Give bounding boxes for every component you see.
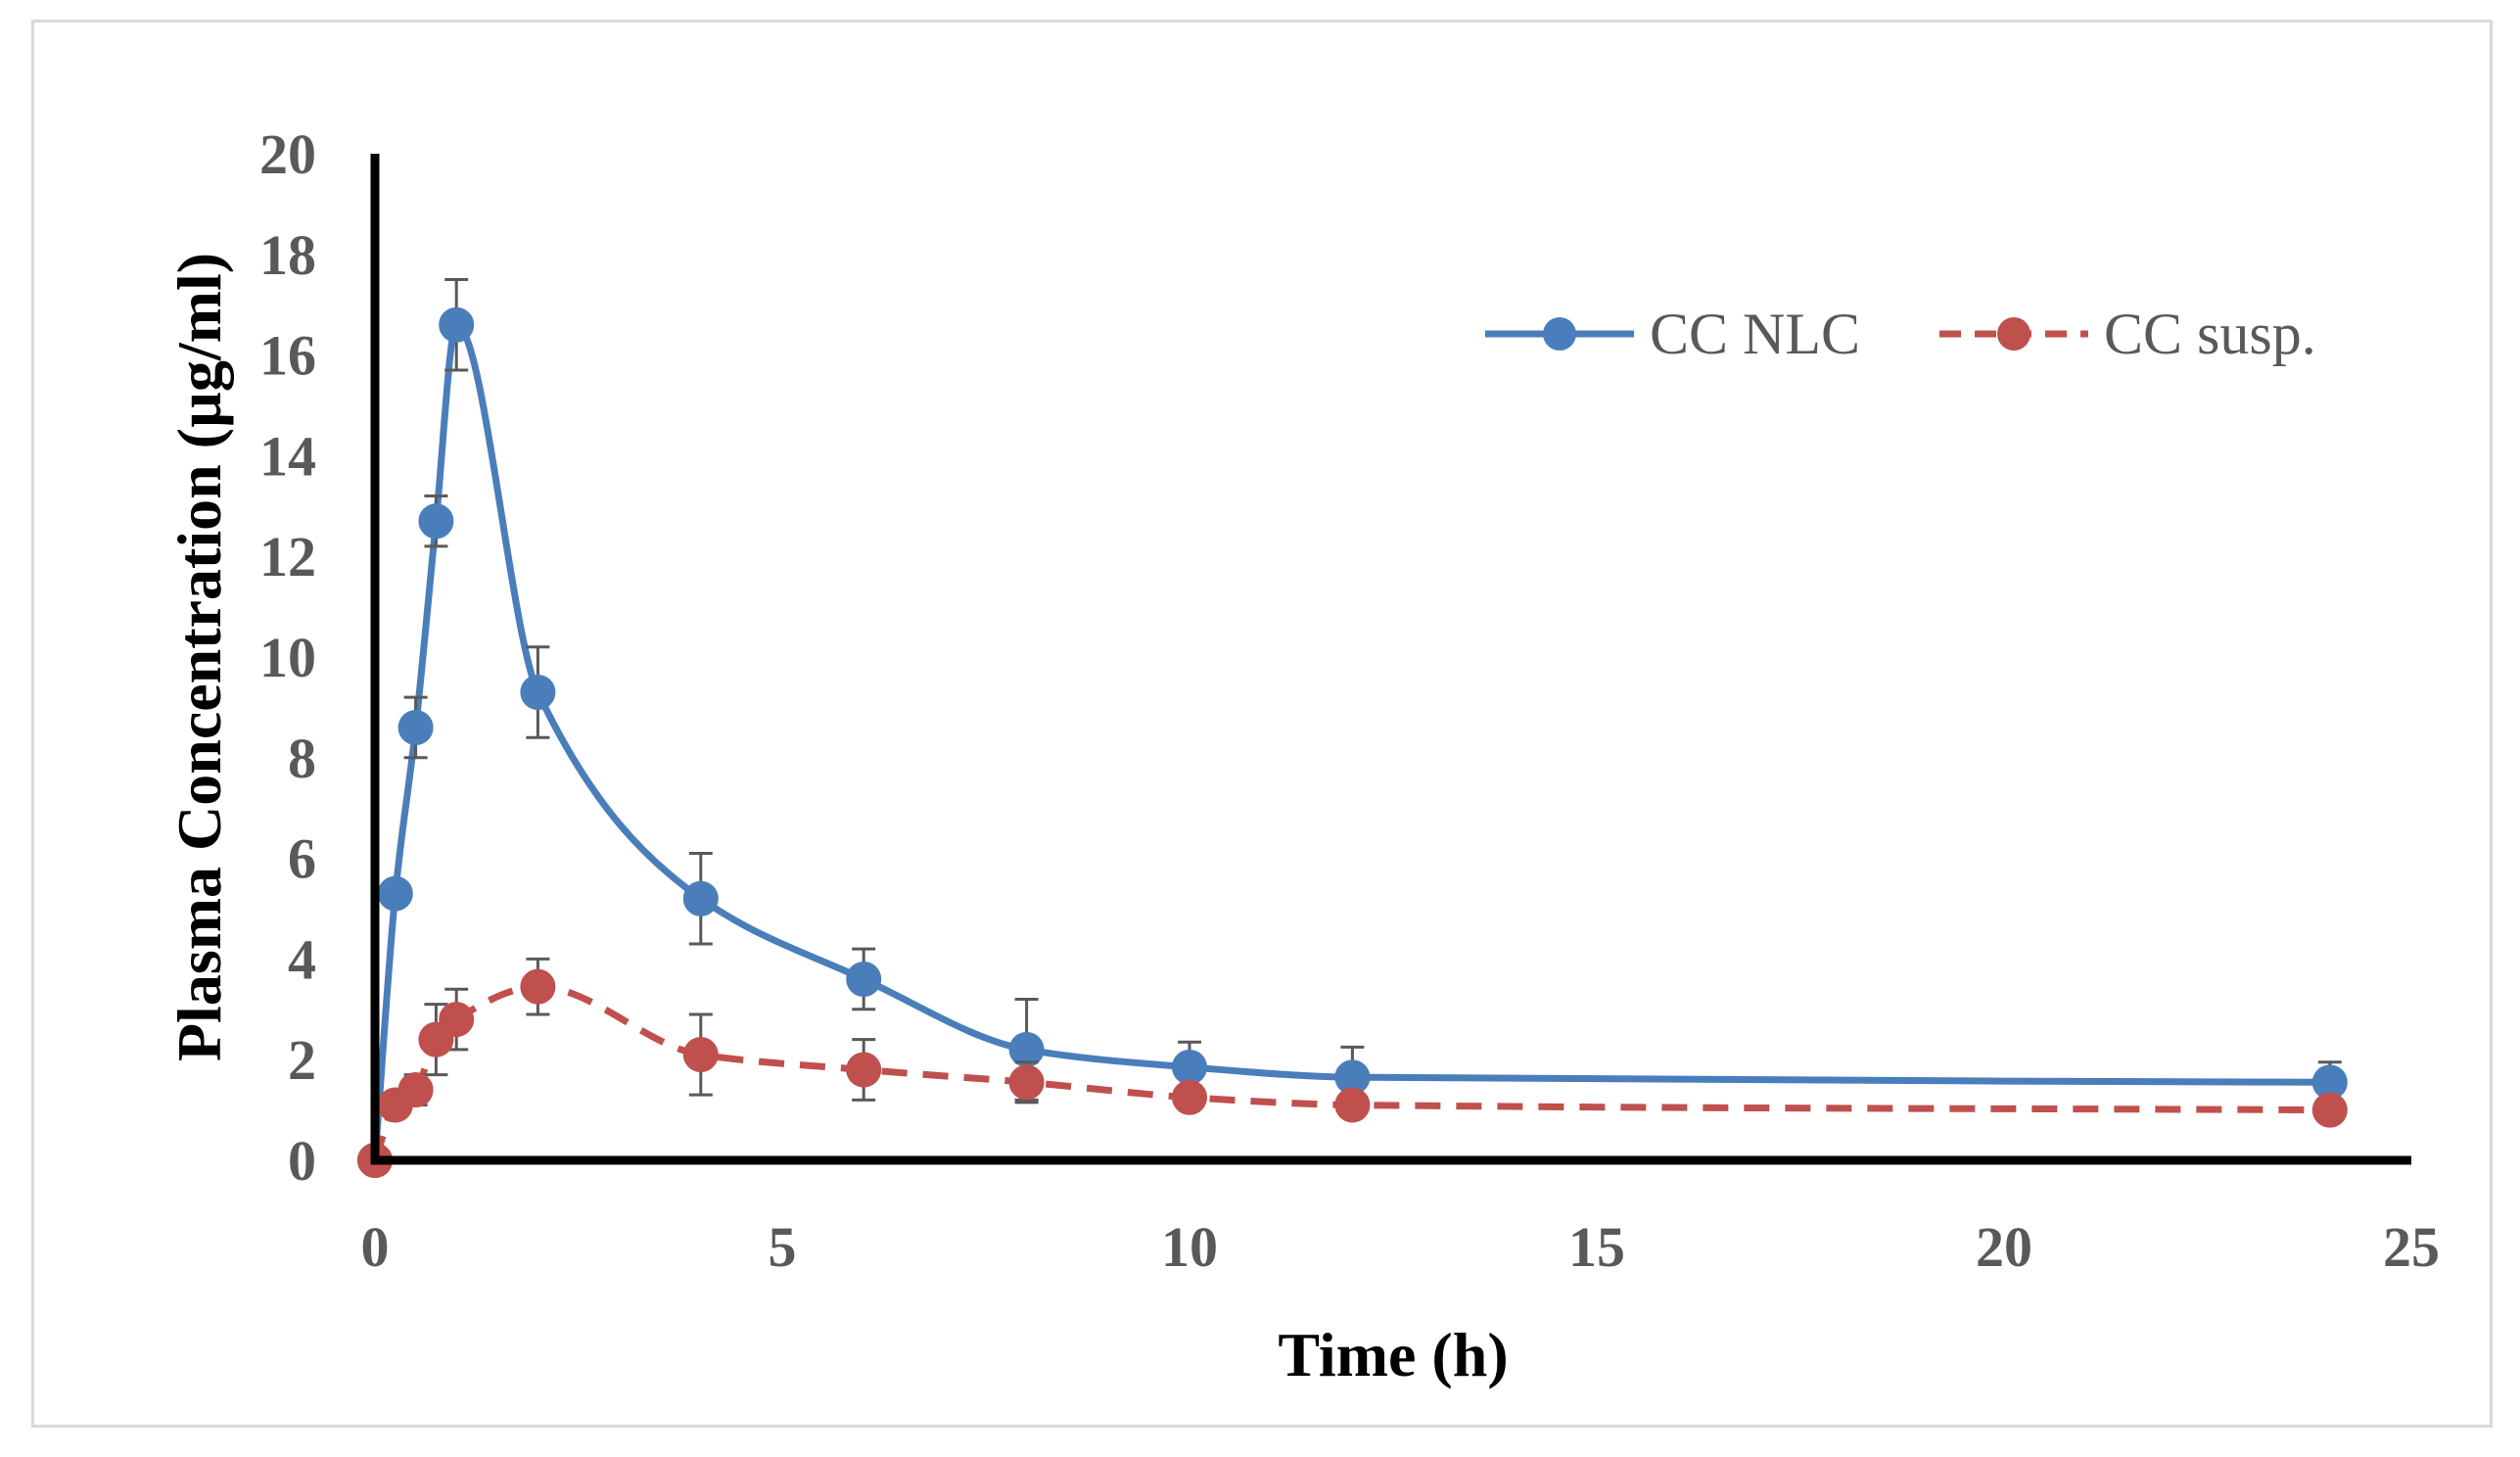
data-point	[377, 875, 413, 912]
legend-marker-cc-nlc	[1543, 317, 1576, 351]
legend-marker-cc-susp	[1997, 317, 2030, 351]
data-point	[397, 709, 434, 745]
y-tick-label: 2	[288, 1028, 316, 1092]
y-tick-label: 18	[259, 223, 316, 287]
axes-layer	[370, 154, 2411, 1165]
data-point	[397, 1072, 434, 1108]
y-tick-label: 8	[288, 727, 316, 790]
chart-svg: 0 2 4 6 8 10 12 14 16 18 20 0 5 10 15 20 25 Time (h) Pl…	[164, 122, 2441, 1389]
x-tick-label: 0	[361, 1215, 390, 1279]
y-tick-label: 20	[259, 122, 316, 186]
x-tick-label: 20	[1976, 1215, 2032, 1279]
series-layer	[357, 278, 2348, 1178]
x-tick-label: 25	[2383, 1215, 2440, 1279]
y-tick-label: 6	[288, 827, 316, 891]
y-tick-label: 10	[259, 626, 316, 689]
legend-label-cc-susp: CC susp.	[2104, 302, 2316, 366]
chart-frame: 0 2 4 6 8 10 12 14 16 18 20 0 5 10 15 20 25 Time (h) Pl…	[31, 20, 2493, 1428]
data-point	[520, 674, 556, 710]
legend-item-cc-susp: CC susp.	[1939, 302, 2316, 366]
y-tick-label: 14	[259, 424, 316, 488]
data-point	[439, 1002, 475, 1038]
series-cc-susp	[357, 957, 2348, 1178]
legend-label-cc-nlc: CC NLC	[1650, 302, 1860, 366]
series-line-cc-nlc	[371, 321, 2330, 1161]
y-tick-labels: 0 2 4 6 8 10 12 14 16 18 20	[259, 122, 316, 1193]
data-point	[1334, 1087, 1371, 1123]
x-tick-label: 5	[769, 1215, 797, 1279]
data-point	[439, 306, 475, 343]
y-tick-label: 4	[288, 927, 316, 991]
y-tick-label: 0	[288, 1129, 316, 1193]
data-point	[846, 961, 882, 997]
legend: CC NLC CC susp.	[1485, 302, 2316, 366]
legend-item-cc-nlc: CC NLC	[1485, 302, 1860, 366]
data-point	[682, 880, 719, 916]
x-tick-label: 15	[1568, 1215, 1625, 1279]
y-tick-label: 16	[259, 324, 316, 388]
data-point	[418, 503, 454, 540]
x-tick-labels: 0 5 10 15 20 25	[361, 1215, 2441, 1279]
x-axis-title: Time (h)	[1278, 1320, 1508, 1389]
data-point	[846, 1052, 882, 1088]
data-point	[682, 1037, 719, 1073]
data-point	[1008, 1064, 1045, 1101]
data-point	[520, 968, 556, 1005]
y-axis-title: Plasma Concentration (µg/ml)	[164, 253, 234, 1061]
x-tick-label: 10	[1161, 1215, 1218, 1279]
data-point	[2311, 1092, 2348, 1128]
data-point	[1172, 1079, 1207, 1115]
data-point	[1172, 1049, 1207, 1085]
y-tick-label: 12	[259, 525, 316, 588]
